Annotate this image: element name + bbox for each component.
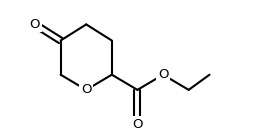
- Text: O: O: [81, 83, 91, 96]
- Text: O: O: [132, 118, 143, 131]
- Text: O: O: [158, 68, 168, 81]
- Text: O: O: [30, 18, 40, 31]
